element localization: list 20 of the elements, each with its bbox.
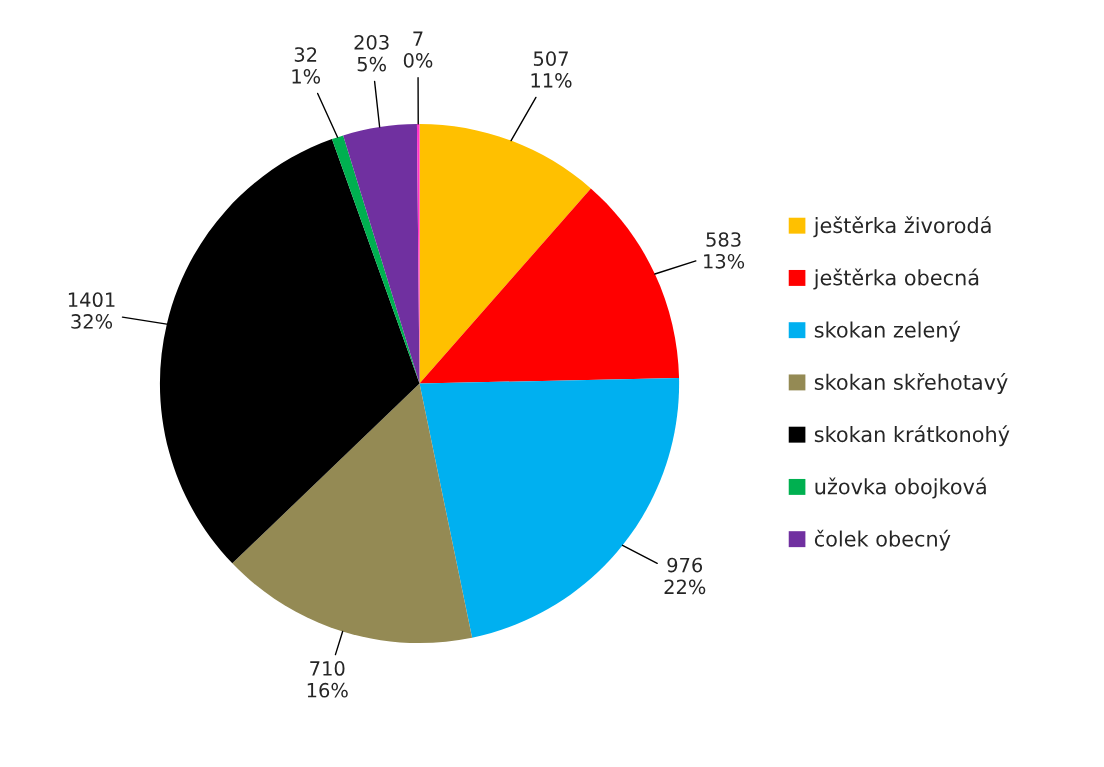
legend-label: skokan zelený [814, 320, 961, 342]
data-label: 976 22% [664, 557, 706, 595]
data-label: 32 1% [292, 47, 321, 84]
legend-label: skokan krátkonohý [814, 425, 1010, 447]
pie-slice [331, 135, 420, 384]
pie-slice [343, 123, 420, 384]
data-label: 710 16% [307, 661, 348, 698]
legend-label: čolek obecný [814, 529, 951, 551]
pie-slice [419, 188, 680, 384]
data-label: 583 13% [704, 232, 745, 269]
pie-slice [419, 123, 591, 384]
data-label: 203 5% [354, 34, 389, 72]
data-label: 507 11% [531, 51, 572, 88]
data-label: 1401 32% [68, 292, 115, 329]
data-label: 7 0% [403, 31, 433, 68]
legend-label: skokan skřehotavý [814, 373, 1008, 394]
pie-slice [232, 383, 473, 644]
legend-label: užovka obojková [815, 477, 986, 499]
legend-label: ještěrka obecná [813, 268, 979, 290]
legend-label: ještěrka živorodá [813, 216, 991, 238]
